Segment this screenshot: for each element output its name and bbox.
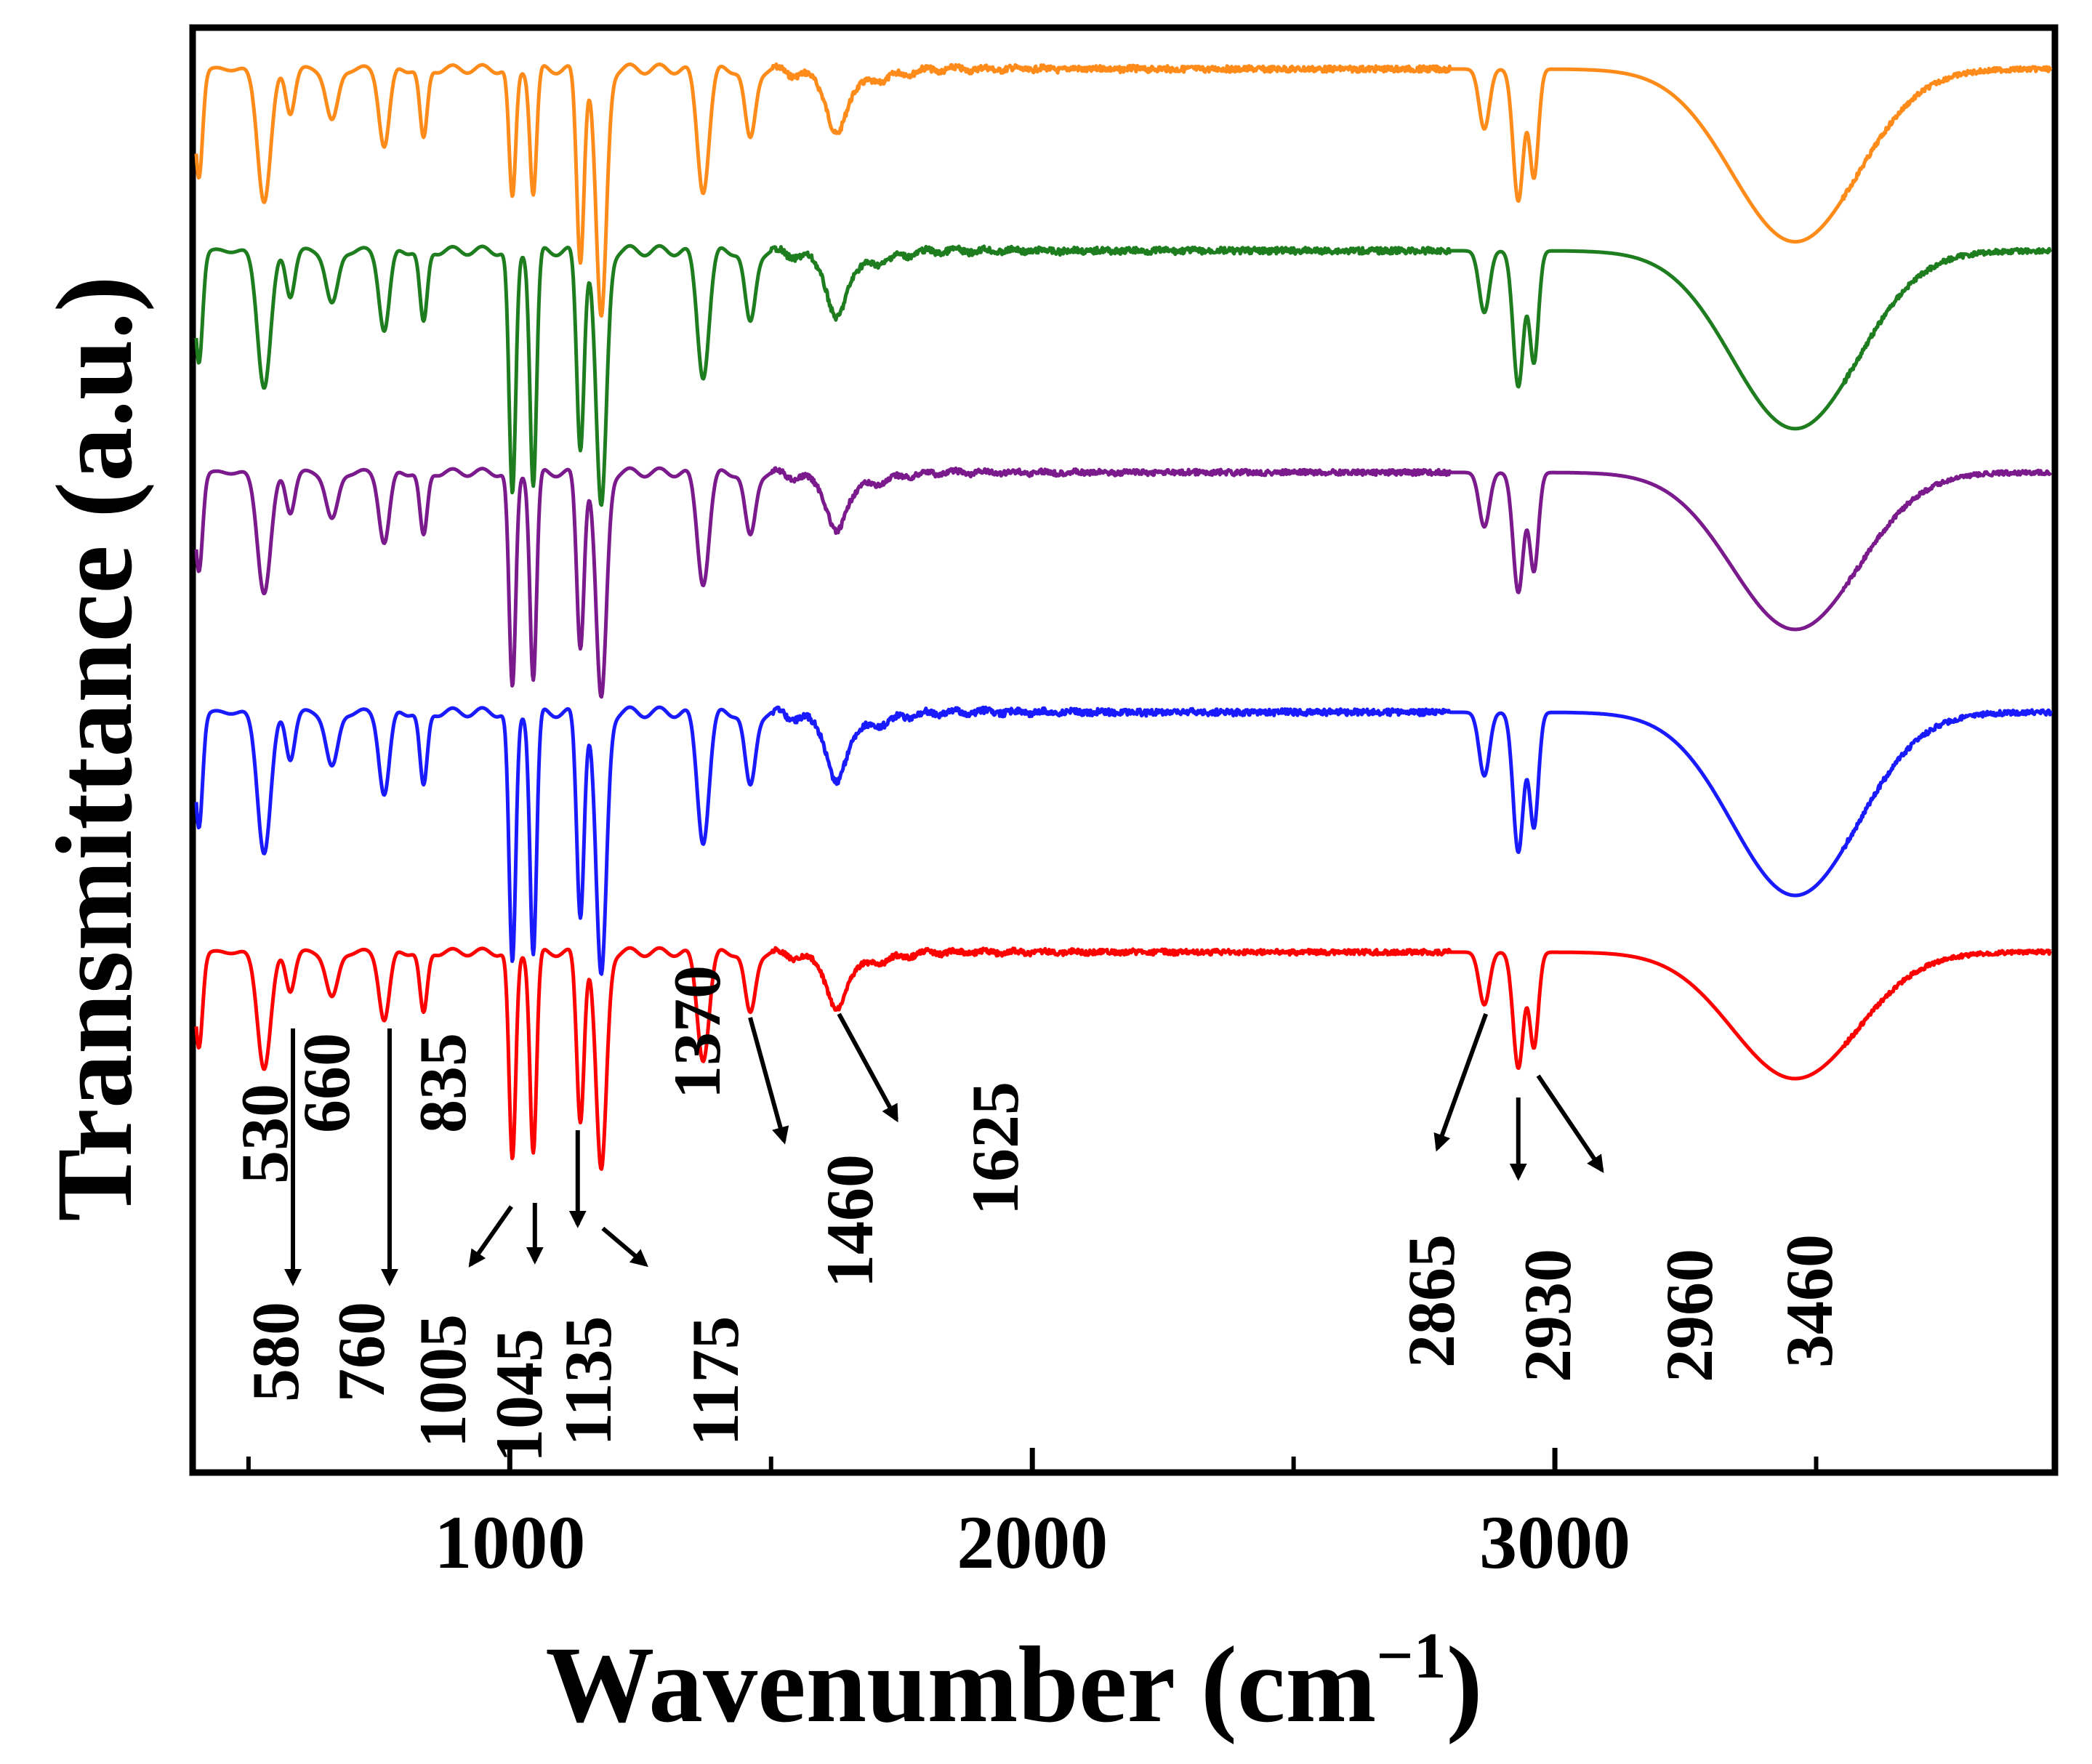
peak-arrow-1460	[748, 1017, 789, 1145]
peak-label-1005: 1005	[406, 1314, 480, 1448]
peak-label-1625: 1625	[958, 1082, 1032, 1215]
x-axis-title-sup: −1	[1376, 1620, 1446, 1692]
peak-label-1370: 1370	[660, 965, 734, 1099]
peak-label-1460: 1460	[813, 1154, 887, 1288]
peak-arrow-1005	[468, 1205, 513, 1268]
peak-label-760: 760	[324, 1302, 398, 1402]
peak-label-3460: 3460	[1772, 1234, 1846, 1368]
peak-label-1175: 1175	[678, 1316, 752, 1446]
peak-label-660: 660	[289, 1033, 363, 1133]
peak-label-835: 835	[406, 1033, 480, 1133]
peak-arrow-1625	[837, 1012, 898, 1123]
peak-label-530: 530	[228, 1084, 302, 1184]
x-tick-label: 3000	[1479, 1501, 1630, 1584]
series-line-green	[194, 243, 2052, 507]
peak-arrow-2865	[1433, 1012, 1489, 1152]
series-line-purple	[194, 466, 2053, 699]
peak-label-1135: 1135	[551, 1316, 625, 1446]
series-line-red	[194, 946, 2052, 1171]
peak-arrow-2960	[1536, 1074, 1604, 1173]
peak-label-1045: 1045	[482, 1329, 556, 1462]
peak-label-580: 580	[238, 1302, 313, 1402]
plot-frame	[189, 24, 2059, 1476]
y-axis-title: Transmittance (a.u.)	[34, 275, 155, 1221]
x-tick-label: 2000	[957, 1501, 1108, 1584]
series-line-orange	[194, 62, 2053, 318]
peak-arrow-1175	[601, 1226, 648, 1268]
peak-label-2960: 2960	[1652, 1249, 1726, 1382]
series-layer	[194, 62, 2053, 1171]
series-line-blue	[194, 705, 2053, 976]
x-axis-title: Wavenumber (cm−1)	[545, 1620, 1482, 1745]
x-axis-ticks: 1000 2000 3000	[246, 1448, 1819, 1584]
x-tick-label: 1000	[434, 1501, 585, 1584]
peak-label-2865: 2865	[1394, 1234, 1468, 1368]
peak-label-2930: 2930	[1510, 1249, 1585, 1382]
